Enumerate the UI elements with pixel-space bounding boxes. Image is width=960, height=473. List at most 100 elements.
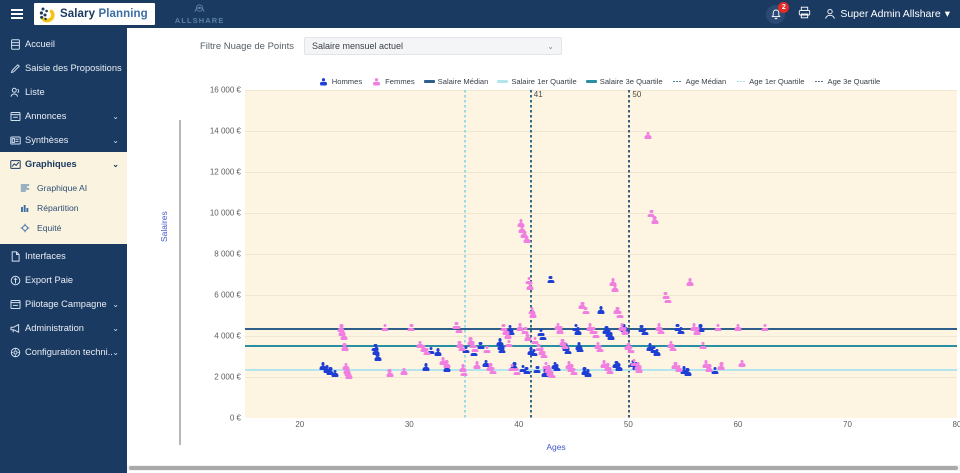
reference-hline-salaire-1er-quartile bbox=[245, 368, 957, 372]
grid-line bbox=[245, 377, 957, 378]
legend-label: Age Médian bbox=[685, 77, 727, 86]
scatter-point-hommes bbox=[374, 353, 382, 361]
plot-area: 41504 3953 5632 391 bbox=[245, 90, 957, 418]
grid-line bbox=[245, 295, 957, 296]
legend-item-age-m-dian[interactable]: Age Médian bbox=[672, 77, 727, 86]
x-tick-label: 20 bbox=[295, 420, 305, 429]
logo-text: Salary Planning bbox=[60, 8, 148, 20]
legend-marker bbox=[318, 77, 329, 86]
scatter-point-hommes bbox=[697, 324, 705, 332]
app-logo[interactable]: Salary Planning bbox=[34, 3, 155, 25]
scatter-point-femmes bbox=[582, 306, 590, 315]
print-button[interactable] bbox=[798, 6, 811, 22]
scatter-point-femmes bbox=[540, 350, 548, 359]
scatter-point-femmes bbox=[521, 327, 529, 335]
legend-item-salaire-3e-quartile[interactable]: Salaire 3e Quartile bbox=[585, 77, 663, 86]
sidebar-item-label: Pilotage Campagne bbox=[25, 299, 107, 309]
sidebar-item-label: Configuration techni... bbox=[25, 347, 113, 357]
sidebar-subitem-equit-[interactable]: Equité bbox=[0, 218, 127, 238]
sidebar-subitem-label: Equité bbox=[37, 223, 62, 233]
scatter-point-femmes bbox=[561, 341, 569, 350]
scatter-point-hommes bbox=[615, 363, 623, 371]
scatter-point-hommes bbox=[607, 332, 615, 340]
user-name: Super Admin Allshare bbox=[840, 8, 941, 20]
x-axis-ticks: 20 30 40 50 60 70 80 bbox=[155, 420, 960, 434]
sidebar-item-saisie-des-propositions[interactable]: Saisie des Propositions bbox=[0, 56, 127, 80]
scatter-point-femmes bbox=[517, 219, 525, 227]
legend-item-age-3e-quartile[interactable]: Age 3e Quartile bbox=[814, 77, 880, 86]
scatter-point-hommes bbox=[650, 345, 658, 354]
scatter-point-hommes bbox=[602, 326, 610, 334]
legend-item-hommes[interactable]: Hommes bbox=[318, 77, 362, 86]
y-tick-label: 14 000 € bbox=[209, 126, 241, 136]
scatter-point-femmes bbox=[520, 230, 528, 239]
scatter-point-hommes bbox=[674, 323, 682, 332]
sidebar-submenu: Graphique AI Répartition Equité bbox=[0, 176, 127, 244]
sidebar-item-interfaces[interactable]: Interfaces bbox=[0, 244, 127, 268]
sidebar-item-synth-ses[interactable]: Synthèses ⌄ bbox=[0, 128, 127, 152]
scatter-point-femmes bbox=[621, 327, 629, 335]
scatter-point-hommes bbox=[498, 345, 506, 354]
scatter-point-femmes bbox=[606, 366, 614, 375]
x-tick-label: 30 bbox=[404, 420, 414, 429]
dashboard-icon bbox=[10, 299, 25, 310]
scatter-point-femmes bbox=[686, 278, 694, 286]
scatter-point-hommes bbox=[638, 324, 646, 333]
scatter-point-hommes bbox=[372, 347, 380, 355]
user-caret-icon: ▾ bbox=[944, 8, 950, 20]
reference-vline-label: 41 bbox=[533, 90, 543, 99]
sidebar-item-label: Accueil bbox=[25, 39, 55, 49]
scatter-point-femmes bbox=[407, 323, 415, 332]
sidebar-item-administration[interactable]: Administration ⌄ bbox=[0, 316, 127, 340]
y-tick-label: 10 000 € bbox=[209, 208, 241, 218]
legend-item-salaire-1er-quartile[interactable]: Salaire 1er Quartile bbox=[497, 77, 577, 86]
scatter-point-hommes bbox=[572, 323, 580, 332]
scatter-point-femmes bbox=[546, 368, 554, 376]
hamburger-icon[interactable] bbox=[4, 1, 30, 27]
scatter-point-femmes bbox=[455, 326, 463, 334]
user-menu[interactable]: Super Admin Allshare ▾ bbox=[824, 8, 950, 20]
scatter-point-femmes bbox=[616, 310, 624, 319]
sidebar-subitem-r-partition[interactable]: Répartition bbox=[0, 198, 127, 218]
sidebar-item-annonces[interactable]: Annonces ⌄ bbox=[0, 104, 127, 128]
scatter-point-femmes bbox=[502, 327, 510, 336]
chevron-down-icon: ⌄ bbox=[112, 135, 119, 145]
legend-item-femmes[interactable]: Femmes bbox=[371, 77, 415, 86]
person-icon bbox=[319, 77, 327, 85]
scatter-point-femmes bbox=[664, 295, 672, 304]
scatter-point-hommes bbox=[422, 363, 430, 371]
scatter-point-femmes bbox=[460, 369, 468, 377]
chart-container: Salaires 0 € 2 000 € 4 000 € 6 000 € 8 000 €… bbox=[155, 86, 960, 473]
sidebar-item-export-paie[interactable]: Export Paie bbox=[0, 268, 127, 292]
scatter-point-femmes bbox=[381, 324, 389, 332]
sidebar-subitem-graphique-ai[interactable]: Graphique AI bbox=[0, 178, 127, 198]
top-bar-actions: 2 Super Admin Allshare ▾ bbox=[766, 1, 960, 24]
scatter-point-femmes bbox=[717, 362, 725, 370]
grid-line bbox=[245, 131, 957, 132]
scatter-point-femmes bbox=[456, 340, 464, 349]
legend-item-age-1er-quartile[interactable]: Age 1er Quartile bbox=[735, 77, 805, 86]
sidebar-item-liste[interactable]: Liste bbox=[0, 80, 127, 104]
horizontal-scrollbar[interactable] bbox=[127, 465, 960, 471]
notification-badge: 2 bbox=[778, 1, 790, 13]
notifications-button[interactable]: 2 bbox=[766, 1, 790, 24]
sidebar-item-graphiques[interactable]: Graphiques ⌄ bbox=[0, 152, 127, 176]
sidebar-item-pilotage-campagne[interactable]: Pilotage Campagne ⌄ bbox=[0, 292, 127, 316]
scatter-filter-select[interactable]: Salaire mensuel actuel ⌄ bbox=[304, 37, 562, 55]
scatter-point-hommes bbox=[519, 364, 527, 373]
scatter-point-femmes bbox=[690, 323, 698, 331]
scatter-point-hommes bbox=[551, 361, 559, 370]
scatter-point-hommes bbox=[711, 367, 719, 375]
legend-item-salaire-m-dian[interactable]: Salaire Médian bbox=[423, 77, 488, 86]
scatter-point-hommes bbox=[576, 344, 584, 353]
scatter-point-femmes bbox=[523, 235, 530, 244]
scatter-point-hommes bbox=[331, 369, 339, 378]
sidebar-item-configuration-techni[interactable]: Configuration techni... ⌄ bbox=[0, 340, 127, 364]
scatter-point-hommes bbox=[323, 365, 331, 373]
grid-line bbox=[245, 254, 957, 255]
legend-marker bbox=[371, 77, 382, 86]
sidebar-item-accueil[interactable]: Accueil bbox=[0, 32, 127, 56]
reference-hline-salaire-m-dian bbox=[245, 327, 957, 331]
scatter-point-hommes bbox=[574, 327, 582, 335]
scatter-point-femmes bbox=[627, 345, 635, 354]
